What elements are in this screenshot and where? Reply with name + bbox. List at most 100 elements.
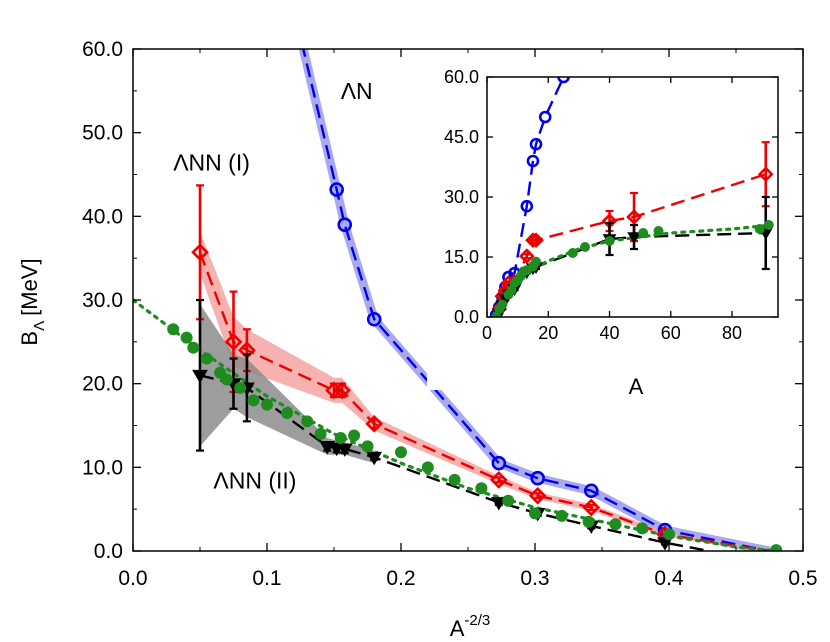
- data-point: [627, 232, 641, 244]
- inset-x-axis-label: A: [629, 374, 644, 399]
- data-point: [609, 518, 622, 531]
- y-tick-label: 20.0: [82, 373, 123, 396]
- data-point: [187, 341, 200, 354]
- data-point: [200, 352, 213, 365]
- y-tick-label: 10.0: [82, 456, 123, 479]
- x-tick-label: 20: [538, 323, 558, 343]
- x-tick-label: 0.5: [788, 567, 817, 590]
- x-tick-label: 0.2: [386, 567, 415, 590]
- data-point: [638, 228, 649, 238]
- data-point: [475, 482, 488, 495]
- inset-axes: 0 20 40 60 80 0.0 15.0 30.0 45.0 60.0: [444, 67, 779, 343]
- blue-uncertainty-band: [298, 49, 771, 551]
- data-point: [520, 199, 534, 213]
- data-point: [337, 217, 353, 232]
- y-tick-label: 0.0: [454, 307, 479, 327]
- data-point: [421, 461, 434, 474]
- data-point: [770, 544, 783, 551]
- x-tick-label: 80: [722, 323, 742, 343]
- data-point: [538, 110, 552, 124]
- x-tick-label: 0.0: [118, 567, 147, 590]
- data-point: [281, 406, 294, 419]
- x-tick-label: 0.3: [520, 567, 549, 590]
- data-point: [366, 311, 382, 327]
- data-point: [757, 166, 774, 183]
- data-point: [763, 220, 774, 230]
- data-point: [247, 394, 260, 407]
- data-point: [333, 381, 351, 400]
- data-point: [663, 528, 675, 541]
- y-tick-label: 40.0: [82, 205, 123, 228]
- data-point: [531, 256, 542, 267]
- data-point: [224, 332, 243, 351]
- data-point: [529, 507, 541, 520]
- data-point: [314, 427, 327, 440]
- y-tick-label: 50.0: [82, 122, 123, 145]
- data-point: [530, 470, 545, 486]
- data-point: [234, 381, 247, 394]
- data-point: [580, 242, 591, 252]
- data-point: [167, 323, 180, 336]
- main-axes: 0.0 0.1 0.2 0.3 0.4 0.5 0.0 10.0 20.0 30.0 40.0 50.…: [82, 38, 817, 590]
- data-point: [528, 486, 547, 505]
- y-tick-label: 0.0: [94, 540, 123, 563]
- x-axis-label: A-2/3: [450, 612, 491, 641]
- series-line-3: [133, 298, 778, 551]
- data-point: [491, 455, 507, 471]
- data-point: [348, 429, 361, 442]
- inset-series-markers: [489, 77, 774, 317]
- data-point: [489, 471, 508, 489]
- data-point: [529, 137, 543, 151]
- data-point: [301, 415, 314, 428]
- data-point: [653, 226, 664, 236]
- data-point: [261, 398, 273, 411]
- x-tick-label: 0.4: [654, 567, 684, 590]
- data-point: [502, 494, 515, 507]
- y-tick-label: 60.0: [444, 67, 479, 87]
- data-point: [191, 243, 209, 262]
- data-point: [366, 451, 383, 466]
- series-line-0: [495, 77, 565, 316]
- data-point: [582, 498, 601, 517]
- x-tick-label: 0.1: [252, 567, 281, 590]
- data-point: [329, 182, 344, 197]
- data-point: [180, 331, 193, 344]
- y-tick-label: 30.0: [444, 187, 479, 207]
- data-point: [497, 299, 508, 310]
- y-axis-label: BΛ[MeV]: [17, 258, 48, 345]
- y-tick-label: 15.0: [444, 247, 479, 267]
- data-point: [448, 473, 461, 486]
- data-point: [395, 446, 407, 459]
- annotation-label: ΛN: [341, 78, 373, 104]
- data-point: [518, 248, 535, 265]
- data-point: [582, 515, 595, 528]
- y-tick-label: 60.0: [82, 38, 123, 61]
- main-series-markers: [167, 182, 783, 551]
- data-point: [220, 373, 233, 386]
- data-point: [604, 236, 615, 246]
- data-point: [567, 248, 578, 258]
- y-tick-label: 30.0: [82, 289, 123, 312]
- data-point: [361, 440, 374, 453]
- annotation-label: ΛNN (I): [173, 149, 250, 175]
- data-point: [336, 443, 353, 457]
- data-point: [557, 77, 570, 84]
- x-tick-label: 0: [482, 323, 492, 343]
- data-point: [555, 509, 568, 522]
- data-point: [192, 369, 208, 384]
- data-point: [525, 232, 541, 249]
- annotations: ΛN ΛNN (I) ΛNN (II): [173, 78, 372, 493]
- data-point: [636, 522, 649, 535]
- data-point: [754, 224, 765, 234]
- annotation-label: ΛNN (II): [213, 467, 296, 493]
- data-point: [365, 414, 384, 433]
- data-point: [528, 232, 544, 249]
- data-point: [583, 483, 599, 499]
- y-tick-label: 45.0: [444, 127, 479, 147]
- series-line-3: [494, 223, 774, 317]
- x-tick-label: 40: [600, 323, 620, 343]
- x-tick-label: 60: [661, 323, 681, 343]
- data-point: [626, 209, 642, 225]
- data-point: [526, 154, 540, 168]
